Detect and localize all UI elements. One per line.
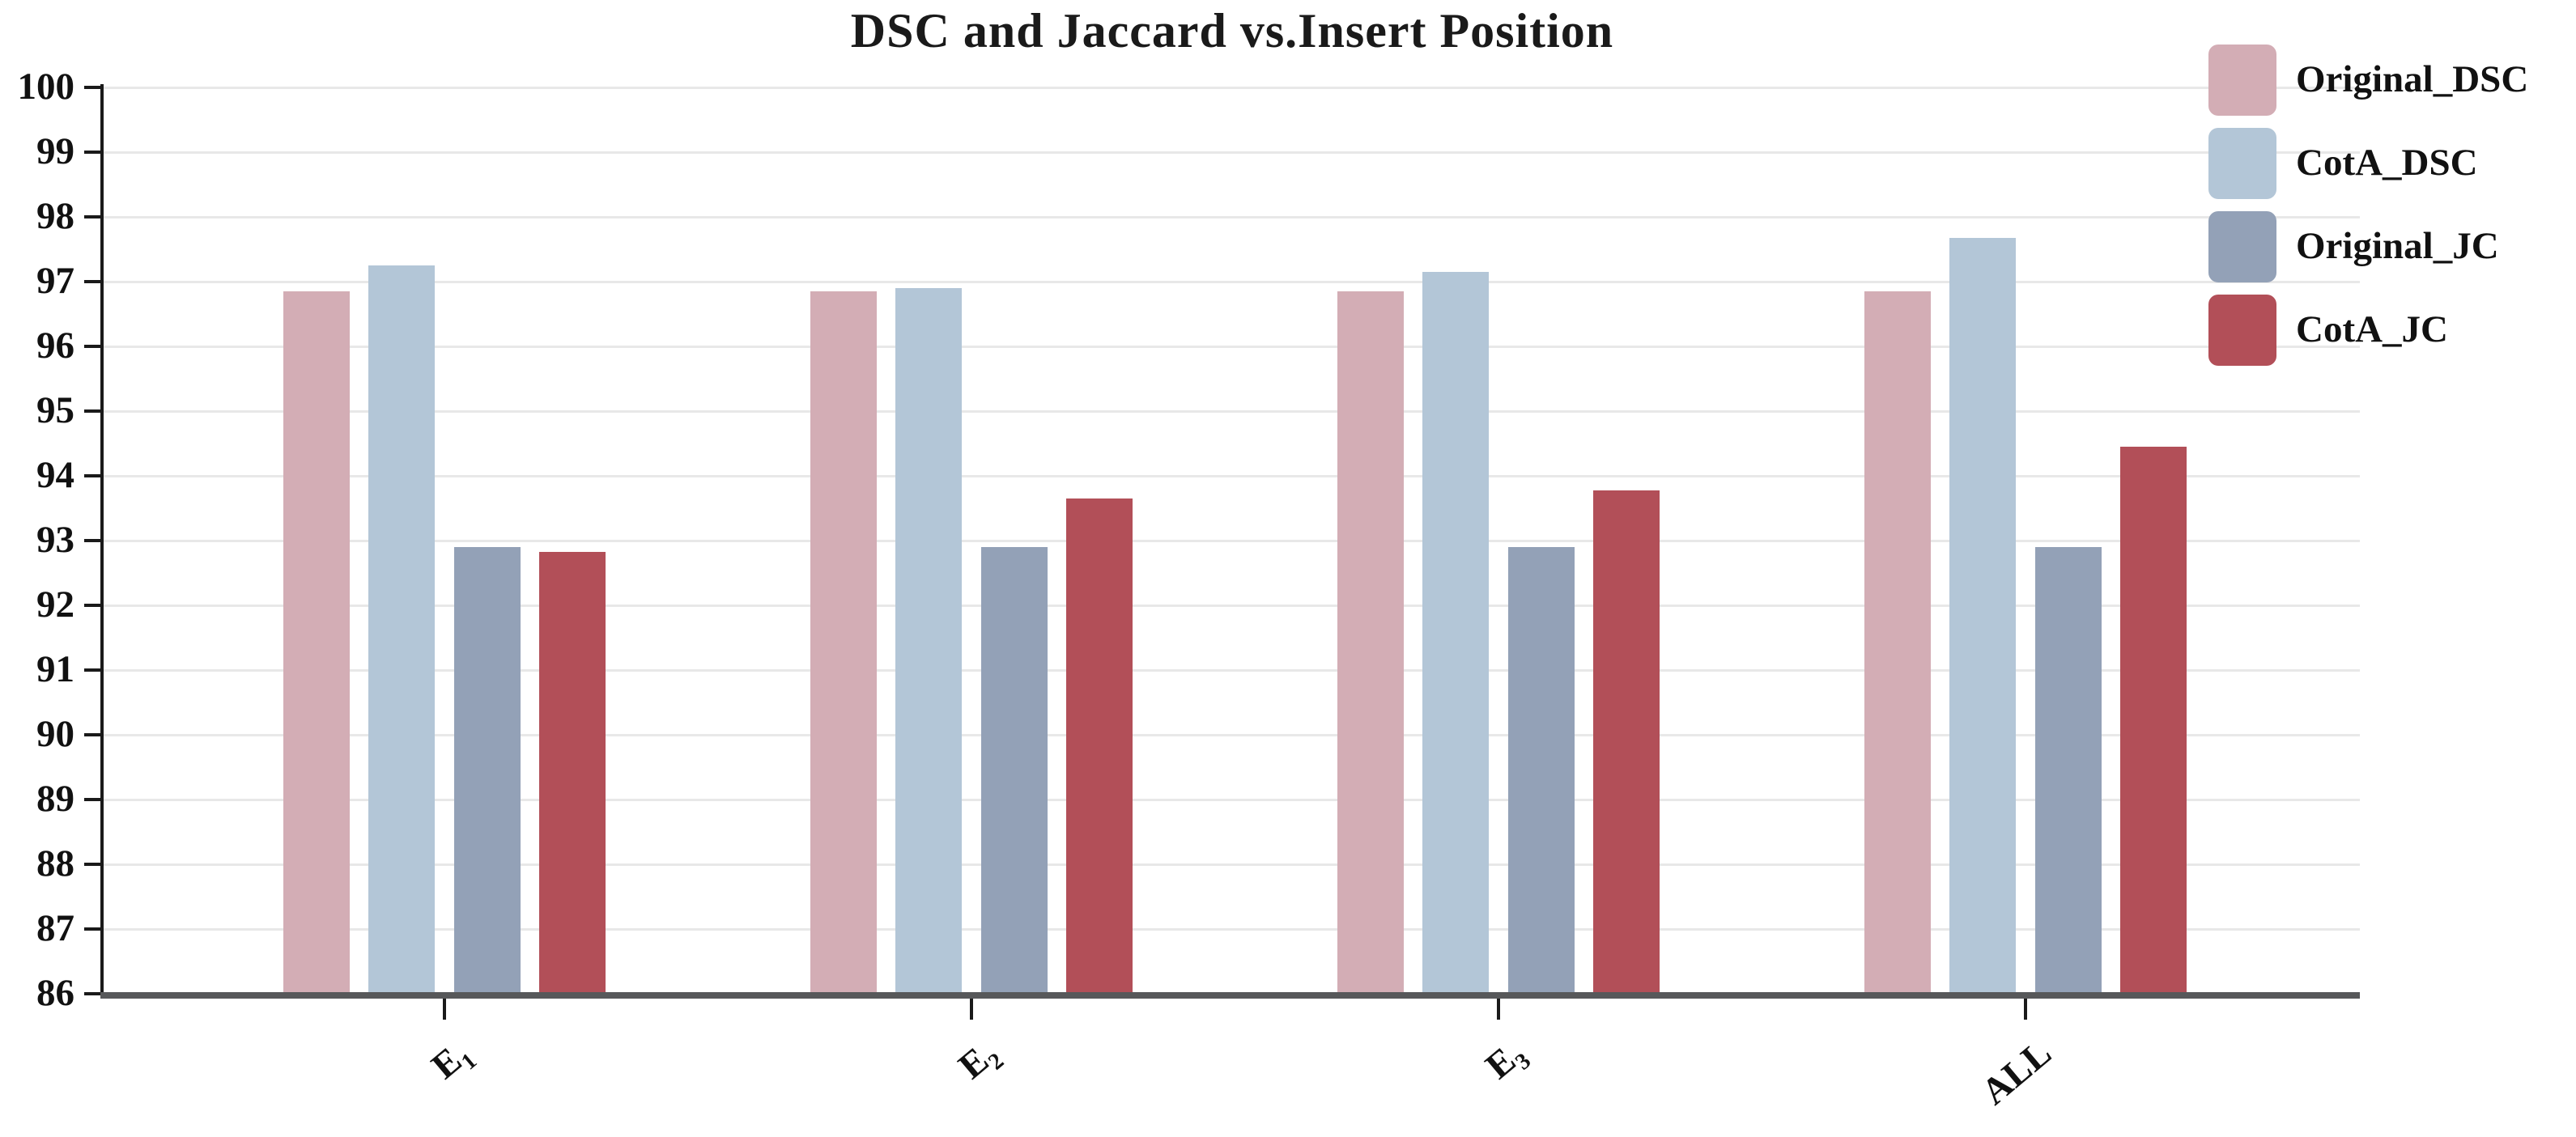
legend-swatch-Original_JC [2208, 211, 2276, 282]
legend-label-Original_DSC: Original_DSC [2296, 57, 2529, 100]
x-tick-E3 [1497, 997, 1500, 1020]
gridline-89 [104, 798, 2360, 801]
y-tick-94 [84, 474, 104, 477]
gridline-94 [104, 474, 2360, 477]
y-tick-label-96: 96 [36, 325, 74, 367]
y-tick-label-100: 100 [17, 66, 75, 108]
y-tick-label-88: 88 [36, 842, 74, 885]
gridline-98 [104, 215, 2360, 218]
bar-CotA_JC-E3 [1593, 490, 1660, 994]
y-tick-96 [84, 345, 104, 348]
y-tick-92 [84, 604, 104, 607]
y-tick-label-87: 87 [36, 907, 74, 949]
x-tick-E1 [443, 997, 446, 1020]
legend-swatch-CotA_JC [2208, 295, 2276, 366]
gridline-99 [104, 151, 2360, 154]
y-tick-label-99: 99 [36, 130, 74, 172]
bar-CotA_JC-ALL [2120, 447, 2187, 994]
y-tick-label-97: 97 [36, 260, 74, 302]
gridline-92 [104, 604, 2360, 607]
x-axis [100, 992, 2360, 999]
bar-Original_JC-E2 [980, 547, 1048, 994]
legend-label-CotA_JC: CotA_JC [2296, 308, 2448, 350]
y-tick-93 [84, 539, 104, 542]
bar-CotA_DSC-E3 [1422, 272, 1490, 994]
bar-Original_DSC-E3 [1337, 291, 1404, 994]
y-tick-label-92: 92 [36, 583, 74, 626]
y-tick-label-98: 98 [36, 195, 74, 237]
bar-Original_JC-E1 [453, 547, 521, 994]
legend-entry-CotA_DSC: CotA_DSC [2208, 128, 2548, 199]
chart-title: DSC and Jaccard vs.Insert Position [850, 4, 1614, 57]
x-tick-label-E3: E3 [1477, 1038, 1537, 1087]
legend-swatch-CotA_DSC [2208, 128, 2276, 199]
y-tick-97 [84, 280, 104, 283]
bar-CotA_JC-E2 [1066, 498, 1133, 994]
y-tick-99 [84, 151, 104, 154]
legend-label-CotA_DSC: CotA_DSC [2296, 141, 2478, 184]
y-tick-86 [84, 992, 104, 995]
bar-CotA_JC-E1 [539, 551, 606, 994]
y-tick-98 [84, 215, 104, 218]
x-tick-label-E1: E1 [423, 1038, 482, 1087]
y-tick-95 [84, 409, 104, 413]
legend-entry-CotA_JC: CotA_JC [2208, 295, 2548, 366]
y-tick-label-89: 89 [36, 778, 74, 820]
gridline-90 [104, 733, 2360, 736]
y-tick-label-90: 90 [36, 713, 74, 755]
gridline-93 [104, 539, 2360, 542]
gridline-87 [104, 927, 2360, 931]
y-tick-label-93: 93 [36, 519, 74, 561]
gridline-97 [104, 280, 2360, 283]
gridline-100 [104, 86, 2360, 89]
bar-Original_DSC-ALL [1864, 291, 1931, 994]
bar-CotA_DSC-E1 [368, 265, 436, 994]
y-tick-label-86: 86 [36, 972, 74, 1014]
y-tick-100 [84, 86, 104, 89]
legend-label-Original_JC: Original_JC [2296, 224, 2499, 267]
y-tick-89 [84, 798, 104, 801]
x-tick-ALL [2024, 997, 2027, 1020]
bar-Original_JC-ALL [2034, 547, 2102, 994]
y-axis [100, 84, 104, 999]
bar-Original_DSC-E2 [810, 291, 877, 994]
x-tick-label-E2: E2 [950, 1038, 1010, 1087]
gridline-88 [104, 863, 2360, 866]
legend-entry-Original_DSC: Original_DSC [2208, 45, 2548, 116]
y-tick-87 [84, 927, 104, 931]
y-tick-label-95: 95 [36, 389, 74, 431]
bar-CotA_DSC-ALL [1949, 237, 2017, 994]
y-tick-88 [84, 863, 104, 866]
bar-Original_DSC-E1 [283, 291, 350, 994]
legend-swatch-Original_DSC [2208, 45, 2276, 116]
y-tick-label-91: 91 [36, 648, 74, 690]
legend-entry-Original_JC: Original_JC [2208, 211, 2548, 282]
y-tick-90 [84, 733, 104, 736]
x-tick-E2 [970, 997, 973, 1020]
gridline-95 [104, 409, 2360, 413]
gridline-96 [104, 345, 2360, 348]
y-tick-91 [84, 668, 104, 672]
x-tick-label-ALL: ALL [1974, 1031, 2060, 1113]
y-tick-label-94: 94 [36, 454, 74, 496]
bar-CotA_DSC-E2 [895, 288, 963, 994]
bar-Original_JC-E3 [1507, 547, 1575, 994]
gridline-91 [104, 668, 2360, 672]
